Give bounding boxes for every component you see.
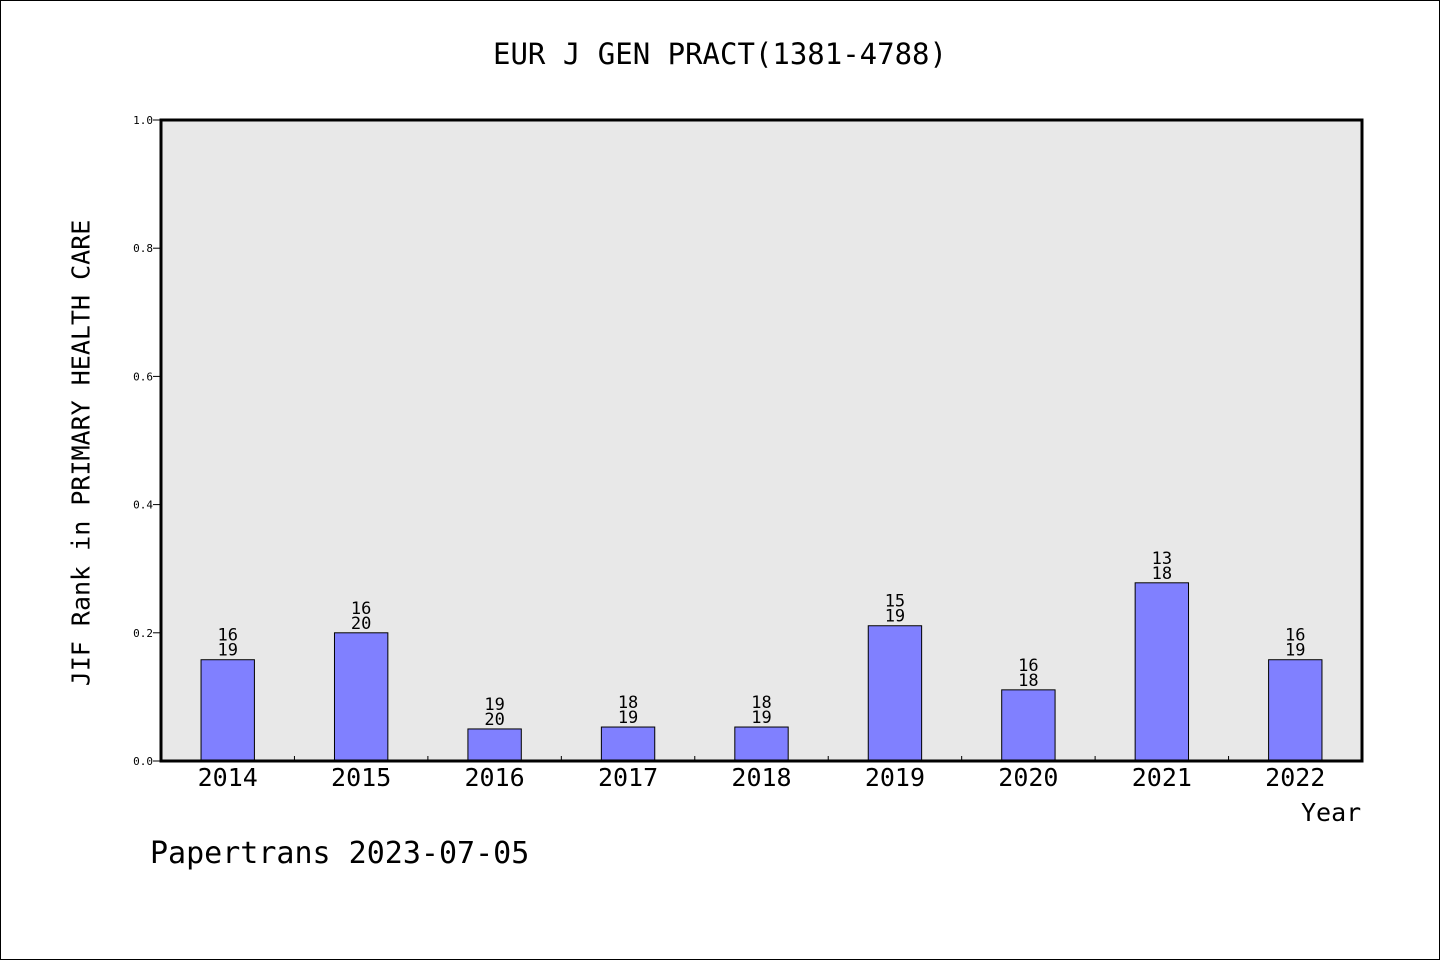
bar-total-label: 20 xyxy=(351,614,371,634)
x-tick-label: 2015 xyxy=(331,763,391,792)
bar-rank-label: 19 xyxy=(484,695,504,715)
x-tick-label: 2022 xyxy=(1265,763,1325,792)
bar-2015 xyxy=(333,632,389,762)
bar-rank-label: 16 xyxy=(1285,626,1305,646)
bar-total-label: 19 xyxy=(1285,641,1305,661)
footer-credit: Papertrans 2023-07-05 xyxy=(150,836,530,871)
y-tick-label: 0.0 xyxy=(133,755,153,768)
bar-2018 xyxy=(734,726,789,762)
y-tick-label: 0.4 xyxy=(133,499,153,512)
bar-2016 xyxy=(467,728,522,762)
bar-rank-label: 16 xyxy=(351,599,371,619)
bar-rank-label: 13 xyxy=(1152,549,1172,569)
x-tick-label: 2014 xyxy=(198,763,258,792)
bar-2019 xyxy=(867,625,923,762)
x-tick-label: 2021 xyxy=(1132,763,1192,792)
x-axis-label: Year xyxy=(1301,798,1362,827)
bar-2022 xyxy=(1268,659,1323,762)
bar-rank-label: 16 xyxy=(1018,656,1038,676)
x-tick-label: 2020 xyxy=(998,763,1058,792)
bar-rank-label: 15 xyxy=(885,592,905,612)
y-tick-label: 1.0 xyxy=(133,114,153,127)
bar-total-label: 18 xyxy=(1152,564,1172,584)
bar-rank-label: 18 xyxy=(751,693,771,713)
y-axis: 0.0 0.2 0.4 0.6 0.8 1.0 xyxy=(133,114,161,768)
bar-total-label: 19 xyxy=(885,607,905,627)
y-tick-label: 0.2 xyxy=(133,627,153,640)
y-tick-label: 0.6 xyxy=(133,370,153,383)
x-tick-label: 2018 xyxy=(731,763,791,792)
bar-total-label: 20 xyxy=(484,710,504,730)
bar-rank-label: 16 xyxy=(217,626,237,646)
bar-2017 xyxy=(600,726,656,762)
bar-rank-label: 18 xyxy=(618,693,638,713)
x-axis: 2014 2015 2016 2017 2018 2019 2020 2021 2022 xyxy=(198,756,1325,792)
y-axis-label: JIF Rank in PRIMARY HEALTH CARE xyxy=(66,219,96,687)
bar-total-label: 19 xyxy=(217,641,237,661)
bar-total-label: 18 xyxy=(1018,671,1038,691)
bars-group xyxy=(200,582,1323,762)
x-tick-label: 2016 xyxy=(465,763,525,792)
plot-border xyxy=(159,118,1364,763)
bar-2021 xyxy=(1134,582,1190,762)
y-tick-label: 0.8 xyxy=(133,242,153,255)
bar-total-label: 19 xyxy=(751,708,771,728)
bar-total-label: 19 xyxy=(618,708,638,728)
x-tick-label: 2019 xyxy=(865,763,925,792)
chart-title: EUR J GEN PRACT(1381-4788) xyxy=(493,37,947,71)
x-tick-label: 2017 xyxy=(598,763,658,792)
bar-2014 xyxy=(200,659,255,762)
bar-2020 xyxy=(1001,689,1056,762)
